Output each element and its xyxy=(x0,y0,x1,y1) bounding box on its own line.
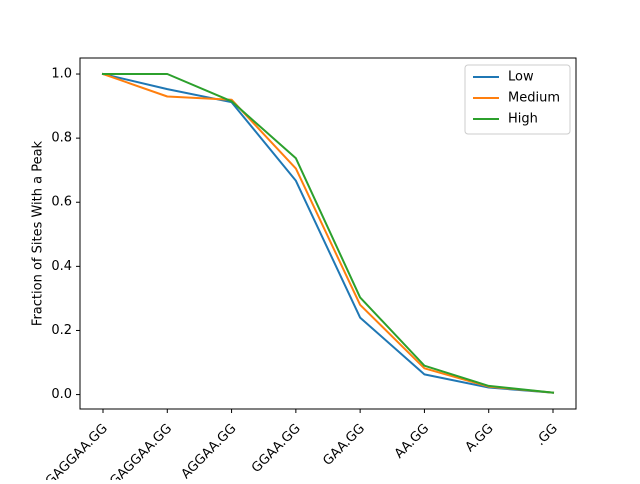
legend-label: Low xyxy=(508,70,534,85)
series-line-high xyxy=(102,73,555,394)
legend-box xyxy=(464,64,571,135)
y-tick-label: 0.8 xyxy=(51,131,72,146)
legend: Low Medium High xyxy=(464,64,571,135)
plot-frame xyxy=(79,57,577,410)
series-layer xyxy=(101,72,555,394)
series-line-low xyxy=(101,72,555,394)
y-axis-label: Fraction of Sites With a Peak xyxy=(31,140,46,326)
y-axis: 0.0 0.2 0.4 0.6 0.8 1.0 xyxy=(51,67,80,402)
legend-label: High xyxy=(508,112,538,127)
y-tick-label: 0.6 xyxy=(51,195,72,210)
y-tick-label: 1.0 xyxy=(51,67,72,82)
y-tick-label: 0.4 xyxy=(51,259,72,274)
y-tick-label: 0.2 xyxy=(51,323,72,338)
legend-label: Medium xyxy=(508,91,560,106)
y-tick-label: 0.0 xyxy=(51,387,72,402)
